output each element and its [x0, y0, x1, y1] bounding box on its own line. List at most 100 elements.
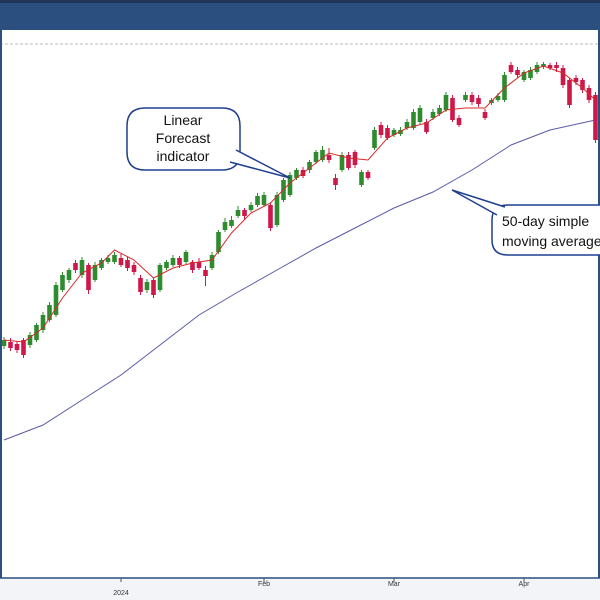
candle-body: [27, 335, 33, 345]
candle-body: [216, 232, 221, 252]
candle-body: [398, 130, 403, 134]
candle-body: [515, 70, 520, 75]
callout-text: Forecast: [156, 130, 211, 146]
year-label: 2024: [113, 590, 129, 597]
candle-body: [320, 150, 325, 160]
forecast-line: [3, 65, 596, 343]
candle-body: [222, 222, 228, 230]
candle-body: [183, 252, 189, 262]
candle-body: [261, 195, 267, 205]
candle-body: [255, 196, 260, 205]
candle-body: [177, 258, 182, 265]
candle-body: [547, 65, 553, 68]
candle-body: [463, 95, 468, 100]
candle-body: [508, 65, 514, 72]
candle-body: [560, 68, 566, 85]
x-axis-bar: [0, 578, 600, 600]
candle-body: [482, 112, 488, 118]
candle-body: [151, 280, 156, 295]
candle-body: [456, 118, 462, 125]
candle-body: [170, 258, 176, 265]
header-bar: [0, 0, 600, 30]
candle-body: [411, 112, 416, 128]
callout-pointer: [229, 149, 291, 179]
candle-body: [203, 270, 208, 276]
candle-body: [372, 130, 377, 148]
candle-body: [593, 95, 598, 140]
candle-body: [131, 265, 137, 272]
frame-right: [598, 30, 600, 600]
candle-body: [268, 205, 273, 228]
candle-body: [157, 265, 163, 290]
candle-body: [437, 108, 442, 114]
candle-body: [99, 260, 104, 268]
candle-body: [105, 258, 111, 262]
candle-body: [430, 112, 436, 118]
candle-body: [118, 258, 124, 265]
candle-body: [567, 80, 572, 105]
candle-body: [469, 95, 475, 102]
candle-body: [144, 282, 150, 290]
candle-body: [391, 130, 397, 135]
candle-body: [229, 220, 234, 226]
candle-body: [1, 340, 7, 346]
candle-body: [307, 162, 312, 170]
candle-body: [404, 122, 410, 128]
candle-body: [326, 155, 332, 160]
candle-body: [73, 263, 78, 270]
candle-body: [21, 340, 26, 355]
candle-body: [242, 210, 247, 216]
callout-text: indicator: [157, 148, 210, 164]
candle-body: [86, 265, 91, 290]
candle-body: [476, 98, 481, 104]
callout-text: 50-day simple: [502, 213, 589, 229]
candle-body: [60, 275, 65, 290]
callout-pointer: [451, 189, 506, 216]
candle-body: [417, 108, 423, 122]
frame-left: [0, 30, 2, 600]
candle-body: [190, 262, 195, 270]
candle-body: [528, 70, 533, 78]
candle-body: [378, 125, 384, 135]
candle-body: [53, 285, 59, 315]
candle-body: [164, 262, 169, 268]
candle-body: [365, 172, 371, 178]
x-tick-label: Feb: [258, 581, 270, 588]
candle-body: [554, 65, 559, 68]
candle-body: [346, 155, 351, 168]
annotations: Linear Forecast indicator 50-day simple …: [126, 107, 600, 256]
header-edge: [0, 0, 600, 3]
candle-body: [209, 255, 215, 268]
callout-text: moving average: [502, 233, 600, 249]
sma-line: [3, 119, 596, 441]
candle-body: [333, 178, 338, 185]
candle-body: [79, 260, 85, 275]
candle-body: [521, 72, 527, 80]
candle-body: [495, 96, 501, 100]
candle-body: [47, 305, 52, 320]
candle-body: [443, 95, 449, 110]
candle-body: [66, 270, 72, 280]
x-tick-label: Apr: [519, 581, 531, 588]
candle-body: [313, 152, 319, 162]
candle-body: [274, 195, 280, 225]
callout-text: Linear: [164, 112, 203, 128]
candle-body: [287, 175, 293, 195]
candle-body: [112, 255, 117, 262]
candle-body: [138, 278, 143, 292]
candle-body: [385, 128, 390, 138]
candle-body: [40, 315, 46, 330]
candle-body: [125, 260, 130, 268]
candle-body: [92, 265, 98, 280]
candle-body: [14, 344, 20, 350]
x-tick-label: Mar: [388, 581, 401, 588]
candle-body: [424, 122, 429, 132]
candle-body: [235, 210, 241, 216]
candle-body: [248, 205, 254, 210]
candle-body: [573, 78, 579, 82]
candle-body: [359, 172, 364, 185]
callout-bubble: [126, 107, 241, 171]
